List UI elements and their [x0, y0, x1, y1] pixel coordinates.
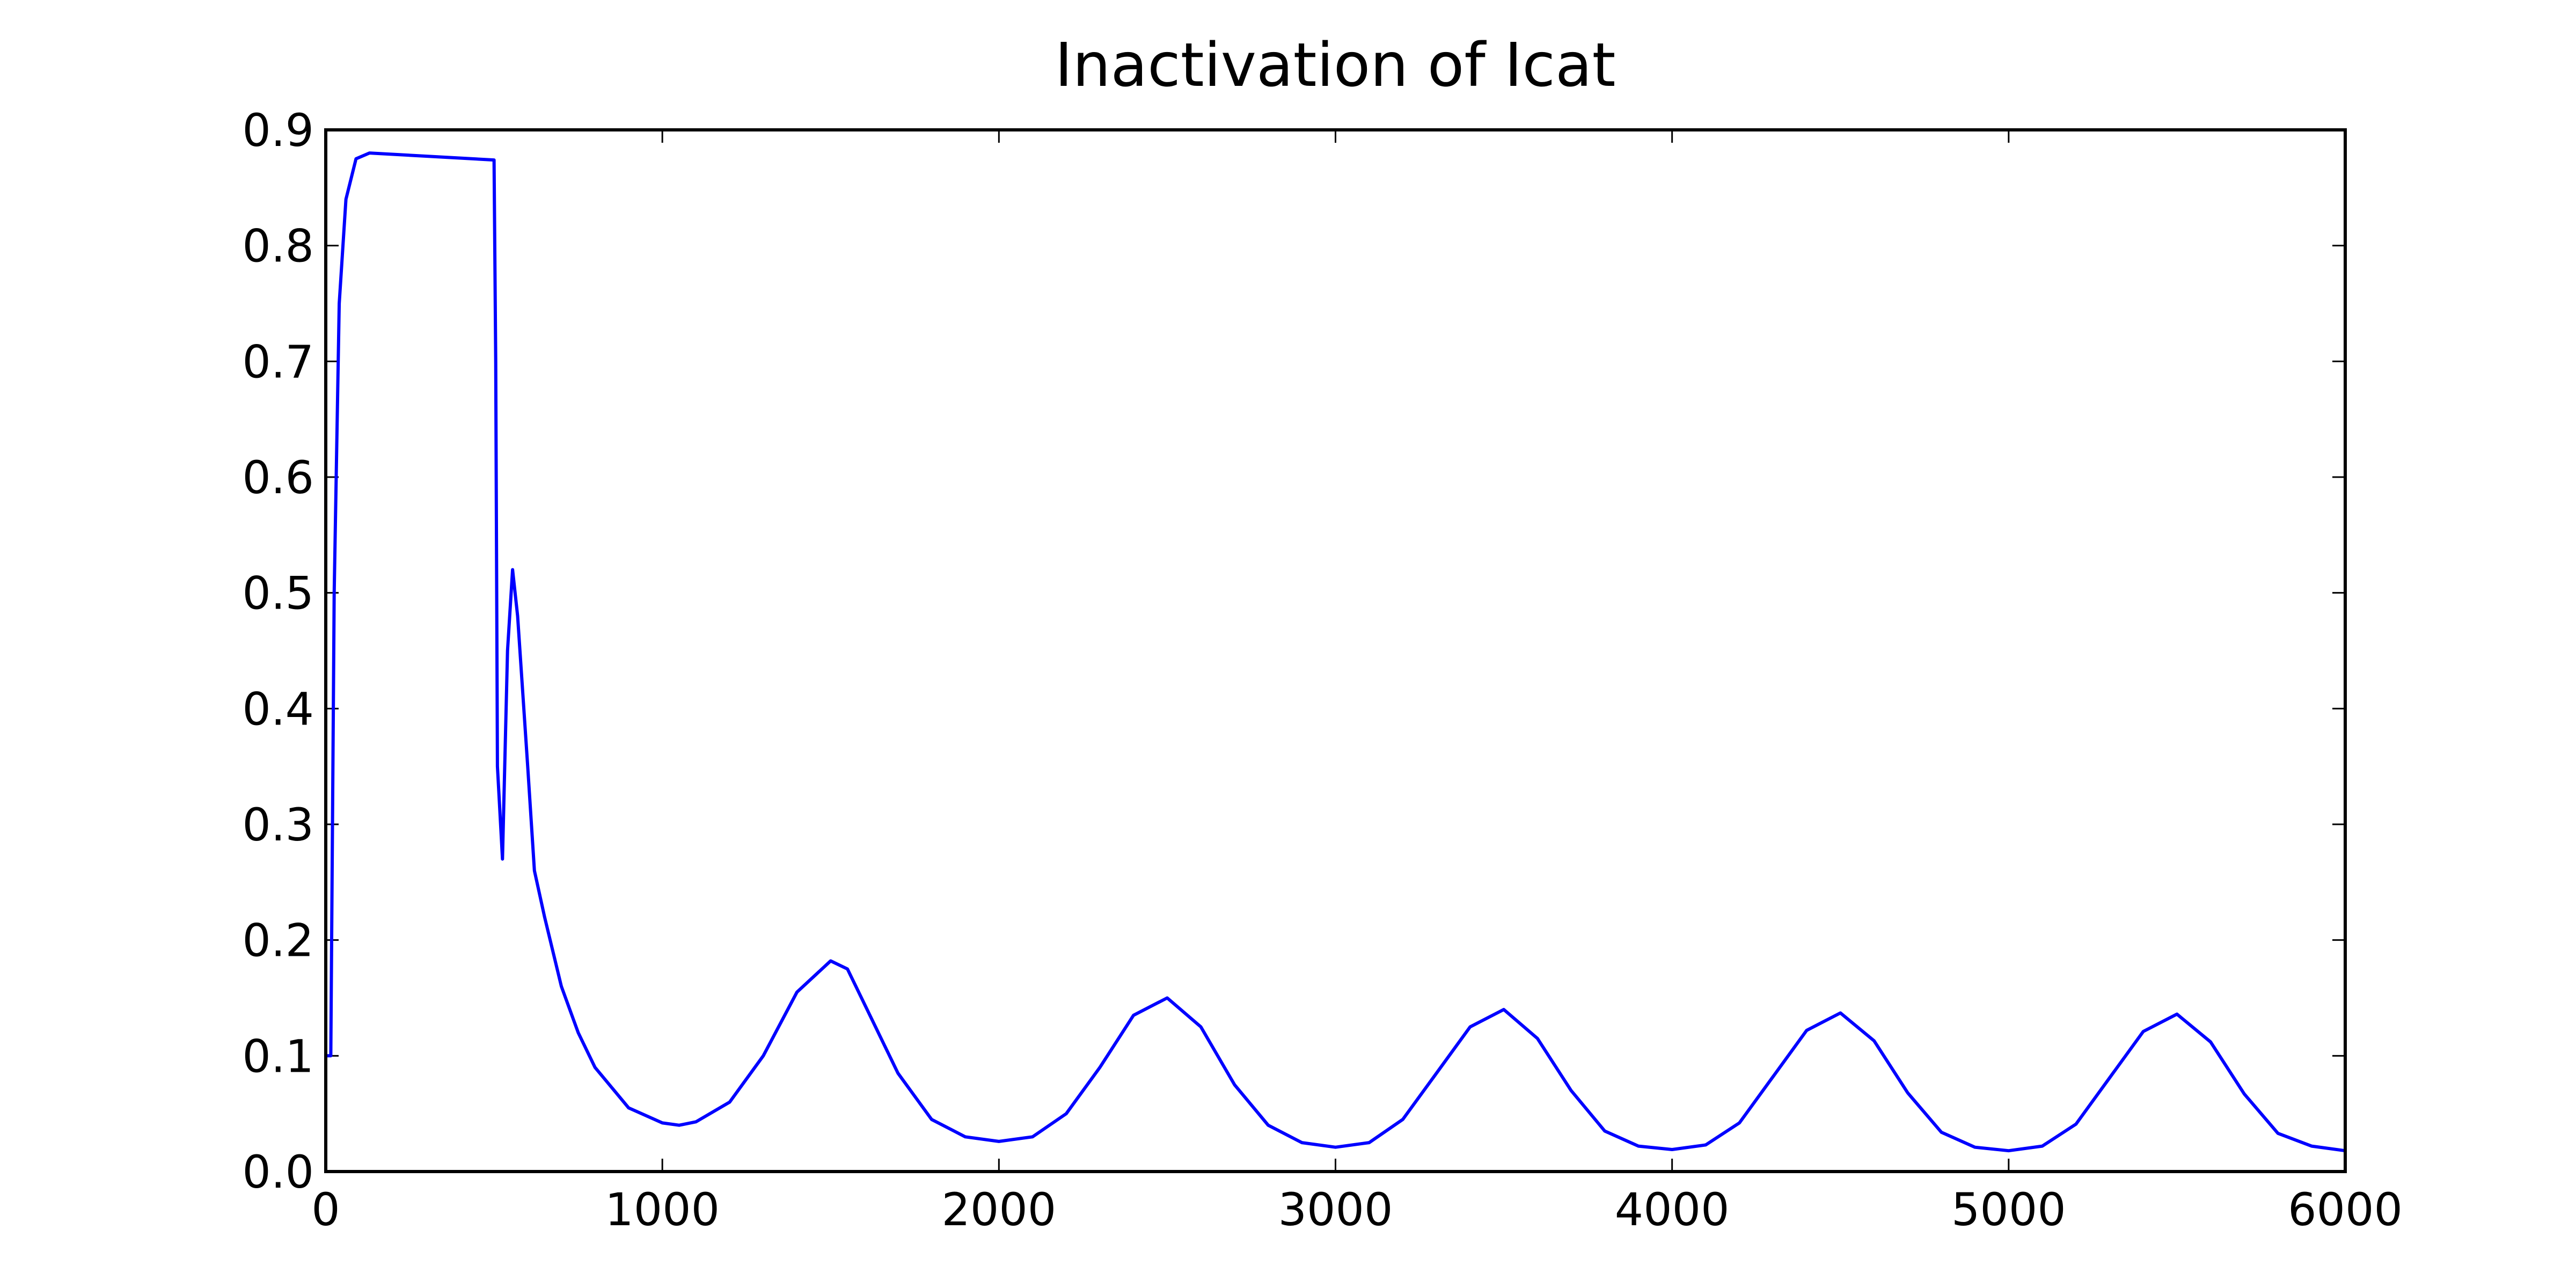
y-tick-label: 0.6: [242, 451, 314, 504]
y-tick-label: 0.4: [242, 683, 314, 735]
y-tick-label: 0.7: [242, 335, 314, 388]
y-tick-label: 0.2: [242, 914, 314, 967]
x-tick-label: 2000: [941, 1183, 1056, 1236]
chart-title: Inactivation of Icat: [1055, 31, 1615, 100]
x-tick-label: 6000: [2288, 1183, 2403, 1236]
x-tick-label: 5000: [1951, 1183, 2066, 1236]
x-tick-label: 4000: [1615, 1183, 1730, 1236]
y-tick-label: 0.3: [242, 799, 314, 851]
y-tick-label: 0.1: [242, 1030, 314, 1082]
x-tick-label: 1000: [605, 1183, 720, 1236]
y-tick-label: 0.0: [242, 1146, 314, 1198]
y-tick-label: 0.9: [242, 104, 314, 157]
plot-frame: [324, 128, 2347, 1173]
y-tick-label: 0.5: [242, 567, 314, 620]
y-tick-label: 0.8: [242, 220, 314, 273]
x-tick-label: 0: [311, 1183, 340, 1236]
data-line: [326, 151, 2346, 1153]
x-tick-label: 3000: [1278, 1183, 1393, 1236]
